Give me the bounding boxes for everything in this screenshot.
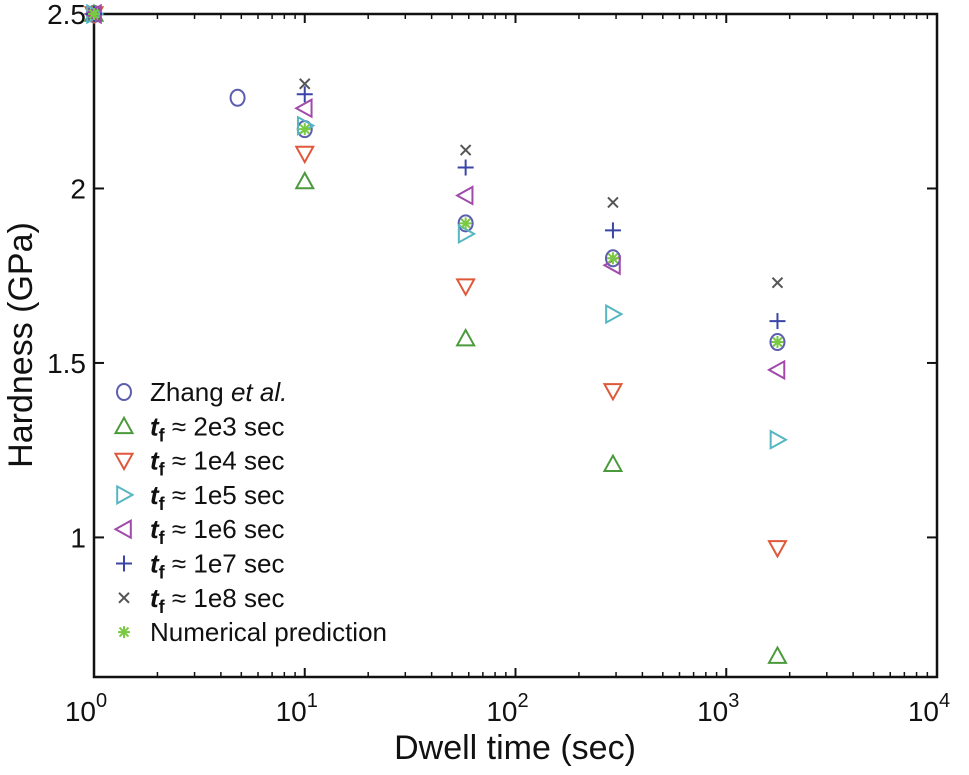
y-tick-label-1: 1.5 (47, 348, 86, 379)
y-tick-label-0: 1 (70, 522, 86, 553)
point-tf_1e7-1 (296, 86, 313, 103)
legend-label-tf_1e8: tf ≈ 1e8 sec (150, 583, 284, 617)
legend-label-tf_2e3: tf ≈ 2e3 sec (150, 411, 284, 445)
point-tf_2e3-1 (294, 170, 315, 190)
point-zhang-1 (229, 88, 246, 107)
point-tf_1e7-2 (457, 159, 474, 176)
point-tf_1e8-4 (771, 276, 784, 289)
data-markers (83, 3, 789, 664)
point-tf_1e7-4 (769, 313, 786, 330)
x-tick-label-4: 104 (908, 690, 950, 727)
legend-label-numerical: Numerical prediction (150, 617, 387, 647)
legend-marker-tf_1e8 (118, 592, 130, 604)
x-tick-label-0: 100 (65, 690, 107, 727)
legend-marker-tf_1e6 (113, 519, 132, 540)
point-tf_1e8-1 (299, 78, 311, 90)
point-tf_1e8-3 (607, 196, 619, 209)
legend-label-tf_1e7: tf ≈ 1e7 sec (150, 549, 284, 583)
legend-marker-tf_1e7 (116, 555, 132, 572)
legend-marker-tf_2e3 (113, 415, 135, 435)
x-axis-title: Dwell time (sec) (394, 729, 636, 767)
legend-label-tf_1e4: tf ≈ 1e4 sec (150, 446, 284, 480)
point-tf_1e4-2 (455, 278, 476, 297)
legend-label-tf_1e5: tf ≈ 1e5 sec (150, 480, 284, 514)
y-tick-label-2: 2 (70, 173, 86, 204)
point-tf_1e6-1 (294, 98, 313, 119)
point-tf_1e6-2 (455, 185, 474, 206)
axis-ticks: 100 101 102 103 104 1 1.5 2 2.5 (47, 0, 950, 727)
point-numerical-2 (459, 217, 472, 230)
legend-label-zhang: Zhang et al. (150, 377, 287, 407)
point-numerical-0 (88, 8, 100, 20)
point-numerical-3 (606, 252, 619, 265)
point-tf_1e4-4 (767, 540, 788, 559)
point-tf_1e5-3 (605, 303, 624, 325)
legend-marker-tf_1e4 (113, 452, 135, 472)
point-tf_1e5-4 (769, 429, 789, 450)
point-tf_1e4-1 (294, 145, 315, 165)
legend-marker-numerical (118, 626, 130, 639)
x-tick-label-3: 103 (697, 690, 739, 727)
y-tick-label-3: 2.5 (47, 0, 86, 30)
point-numerical-4 (771, 336, 784, 349)
point-numerical-1 (298, 123, 311, 136)
point-tf_1e5-2 (457, 223, 477, 245)
x-tick-label-2: 102 (486, 690, 528, 727)
legend-marker-tf_1e5 (116, 484, 135, 506)
point-zhang-5 (769, 333, 786, 352)
point-zhang-3 (457, 214, 474, 233)
y-axis-title: Hardness (GPa) (2, 222, 40, 468)
legend-label-tf_1e6: tf ≈ 1e6 sec (150, 514, 284, 548)
point-tf_1e4-3 (602, 383, 624, 402)
point-tf_2e3-4 (767, 645, 788, 664)
point-tf_1e7-3 (604, 222, 621, 239)
x-tick-label-1: 101 (276, 690, 318, 727)
point-tf_2e3-3 (602, 453, 624, 472)
point-tf_2e3-2 (455, 327, 476, 347)
point-tf_1e6-4 (766, 359, 786, 381)
point-tf_1e8-2 (459, 144, 472, 156)
legend-marker-zhang (116, 383, 132, 401)
